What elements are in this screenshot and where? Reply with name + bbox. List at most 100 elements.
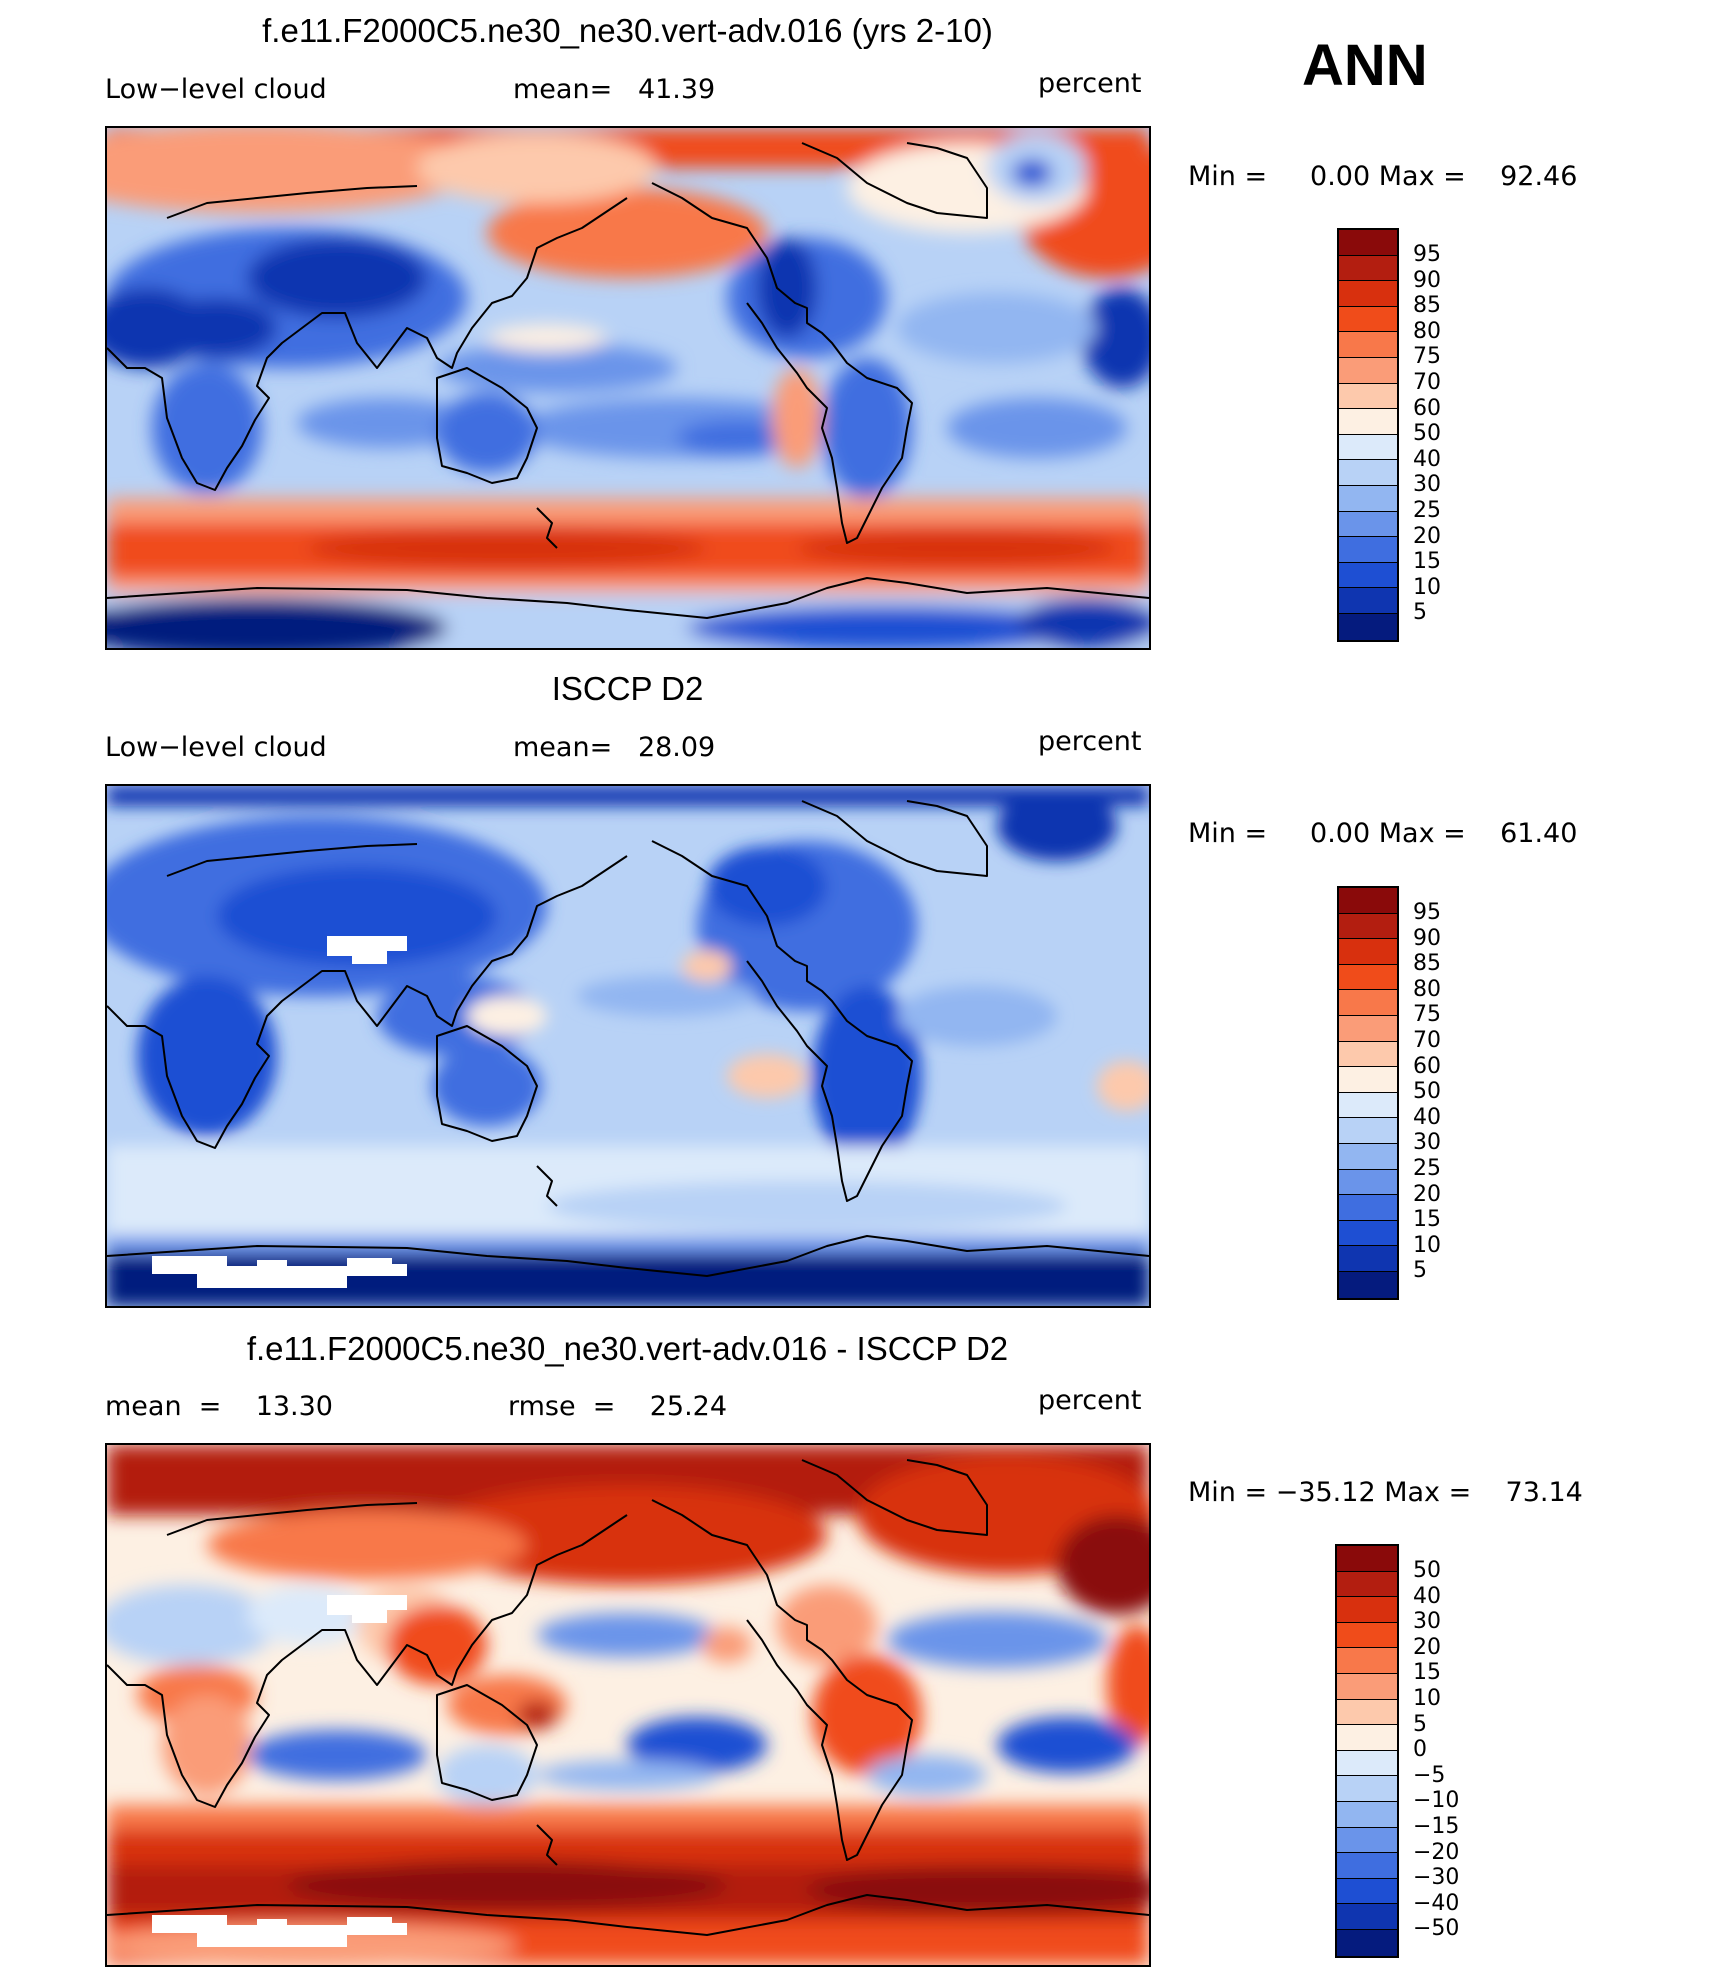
- colorbar-tick-label: 50: [1413, 1079, 1441, 1105]
- colorbar-tick-label: 70: [1413, 369, 1441, 395]
- panel2-colorbar-swatch: [1339, 888, 1397, 914]
- panel2-colorbar-swatch: [1339, 1195, 1397, 1221]
- panel1-min-max: Min = 0.00 Max = 92.46: [1188, 161, 1578, 192]
- panel2-units-label: percent: [1038, 726, 1142, 757]
- colorbar-tick-label: 95: [1413, 242, 1441, 267]
- panel1-colorbar-swatch: [1339, 306, 1397, 333]
- panel2-colorbar-swatch: [1339, 939, 1397, 965]
- panel3-colorbar-swatch: [1337, 1827, 1397, 1854]
- colorbar-tick-label: 10: [1413, 1232, 1441, 1258]
- colorbar-tick-label: 15: [1413, 1207, 1441, 1233]
- panel3-colorbar-swatch: [1337, 1904, 1397, 1930]
- colorbar-tick-label: 30: [1413, 1609, 1441, 1635]
- panel2-colorbar-swatch: [1339, 1143, 1397, 1170]
- panel3-colorbar-labels: 50 40 30 20 15 10 5 0 −5 −10 −15 −20 −30…: [1413, 1558, 1459, 1942]
- panel3-map: [105, 1443, 1151, 1967]
- panel3-colorbar-swatch: [1337, 1673, 1397, 1700]
- colorbar-tick-label: −50: [1413, 1916, 1460, 1942]
- panel1-colorbar-swatch: [1339, 281, 1397, 307]
- colorbar-tick-label: 10: [1413, 1685, 1441, 1711]
- panel1-colorbar-swatch: [1339, 460, 1397, 486]
- panel2-colorbar: [1337, 886, 1399, 1300]
- colorbar-tick-label: 80: [1413, 976, 1441, 1002]
- colorbar-tick-label: 25: [1413, 497, 1441, 523]
- panel1-map-canvas: [107, 128, 1149, 648]
- panel2-map: [105, 784, 1151, 1308]
- panel1-units-label: percent: [1038, 68, 1142, 99]
- panel1-colorbar-swatch: [1339, 613, 1397, 640]
- panel2-colorbar-labels: 95 90 85 80 75 70 60 50 40 30 25 20 15 1…: [1413, 900, 1441, 1284]
- panel2-min-max: Min = 0.00 Max = 61.40: [1188, 818, 1578, 849]
- panel1-colorbar-swatch: [1339, 537, 1397, 563]
- panel2-colorbar-swatch: [1339, 1220, 1397, 1247]
- panel2-colorbar-swatch: [1339, 1092, 1397, 1119]
- colorbar-tick-label: 60: [1413, 1053, 1441, 1079]
- panel1-colorbar-swatch: [1339, 357, 1397, 384]
- panel3-colorbar-swatch: [1337, 1597, 1397, 1623]
- colorbar-tick-label: 40: [1413, 1583, 1441, 1609]
- panel1-colorbar-swatch: [1339, 230, 1397, 256]
- panel3-colorbar-swatch: [1337, 1546, 1397, 1572]
- panel3-colorbar-swatch: [1337, 1853, 1397, 1879]
- panel1-colorbar-swatch: [1339, 383, 1397, 410]
- panel3-colorbar-swatch: [1337, 1929, 1397, 1956]
- colorbar-tick-label: 95: [1413, 900, 1441, 925]
- colorbar-tick-label: 75: [1413, 1002, 1441, 1028]
- panel3-colorbar-swatch: [1337, 1648, 1397, 1674]
- panel1-map: [105, 126, 1151, 650]
- colorbar-tick-label: −5: [1413, 1762, 1446, 1788]
- panel1-variable-label: Low−level cloud: [105, 74, 327, 105]
- colorbar-tick-label: −20: [1413, 1839, 1460, 1865]
- colorbar-tick-label: 90: [1413, 267, 1441, 293]
- colorbar-tick-label: 85: [1413, 951, 1441, 977]
- colorbar-tick-label: 5: [1413, 1258, 1427, 1284]
- colorbar-tick-label: 20: [1413, 1634, 1441, 1660]
- panel3-mean-label: mean = 13.30: [105, 1391, 333, 1422]
- panel2-colorbar-swatch: [1339, 1067, 1397, 1093]
- panel2-mean-label: mean= 28.09: [513, 732, 716, 763]
- colorbar-tick-label: 85: [1413, 293, 1441, 319]
- panel1-colorbar-swatch: [1339, 588, 1397, 614]
- panel3-colorbar-swatch: [1337, 1571, 1397, 1598]
- panel1-colorbar-swatch: [1339, 562, 1397, 589]
- colorbar-tick-label: 90: [1413, 925, 1441, 951]
- panel3-colorbar-swatch: [1337, 1622, 1397, 1649]
- colorbar-tick-label: 10: [1413, 574, 1441, 600]
- colorbar-tick-label: 60: [1413, 395, 1441, 421]
- colorbar-tick-label: 50: [1413, 421, 1441, 447]
- colorbar-tick-label: 75: [1413, 344, 1441, 370]
- panel3-colorbar: [1335, 1544, 1399, 1958]
- panel2-colorbar-swatch: [1339, 1041, 1397, 1068]
- panel3-colorbar-swatch: [1337, 1750, 1397, 1777]
- season-label: ANN: [1302, 33, 1428, 98]
- panel2-colorbar-swatch: [1339, 1015, 1397, 1042]
- colorbar-tick-label: 30: [1413, 472, 1441, 498]
- panel3-colorbar-swatch: [1337, 1878, 1397, 1905]
- panel1-mean-label: mean= 41.39: [513, 74, 716, 105]
- panel2-colorbar-swatch: [1339, 990, 1397, 1016]
- panel3-rmse-label: rmse = 25.24: [508, 1391, 728, 1422]
- colorbar-tick-label: 20: [1413, 1181, 1441, 1207]
- colorbar-tick-label: −10: [1413, 1788, 1460, 1814]
- panel1-title: f.e11.F2000C5.ne30_ne30.vert-adv.016 (yr…: [262, 12, 993, 49]
- colorbar-tick-label: 5: [1413, 1711, 1427, 1737]
- panel2-colorbar-swatch: [1339, 1246, 1397, 1272]
- panel2-colorbar-swatch: [1339, 1118, 1397, 1144]
- panel3-title: f.e11.F2000C5.ne30_ne30.vert-adv.016 - I…: [246, 1330, 1009, 1367]
- panel3-map-canvas: [107, 1445, 1149, 1965]
- colorbar-tick-label: 15: [1413, 549, 1441, 575]
- panel2-colorbar-swatch: [1339, 1271, 1397, 1298]
- panel1-colorbar-swatch: [1339, 255, 1397, 282]
- panel2-colorbar-swatch: [1339, 913, 1397, 940]
- panel3-colorbar-swatch: [1337, 1699, 1397, 1726]
- colorbar-tick-label: 15: [1413, 1660, 1441, 1686]
- colorbar-tick-label: 70: [1413, 1027, 1441, 1053]
- panel3-units-label: percent: [1038, 1385, 1142, 1416]
- colorbar-tick-label: 20: [1413, 523, 1441, 549]
- panel3-min-max: Min = −35.12 Max = 73.14: [1188, 1477, 1583, 1508]
- panel1-colorbar-swatch: [1339, 485, 1397, 512]
- panel2-variable-label: Low−level cloud: [105, 732, 327, 763]
- panel1-colorbar-swatch: [1339, 409, 1397, 435]
- colorbar-tick-label: 80: [1413, 318, 1441, 344]
- colorbar-tick-label: 50: [1413, 1558, 1441, 1583]
